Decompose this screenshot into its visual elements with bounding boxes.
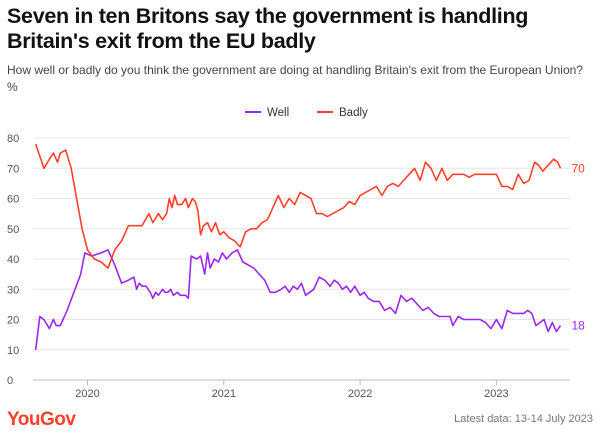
y-tick-label-70: 70 <box>7 163 19 175</box>
y-tick-label-30: 30 <box>7 284 19 296</box>
series-line-well <box>34 249 562 350</box>
x-tick-label-2020: 2020 <box>75 388 99 400</box>
yougov-logo: YouGov <box>7 409 76 430</box>
x-tick-label-2022: 2022 <box>348 388 372 400</box>
y-tick-label-0: 0 <box>7 375 13 387</box>
legend-label-badly: Badly <box>339 107 368 119</box>
y-tick-label-10: 10 <box>7 345 19 357</box>
y-tick-label-20: 20 <box>7 315 19 327</box>
y-tick-label-50: 50 <box>7 224 19 236</box>
y-tick-label-40: 40 <box>7 254 19 266</box>
x-tick-label-2023: 2023 <box>484 388 508 400</box>
end-label-badly: 70 <box>571 161 585 175</box>
end-label-well: 18 <box>571 319 585 333</box>
chart-title: Seven in ten Britons say the government … <box>7 4 529 53</box>
latest-data-note: Latest data: 13-14 July 2023 <box>454 413 593 425</box>
x-tick-label-2021: 2021 <box>212 388 236 400</box>
chart-subtitle: How well or badly do you think the gover… <box>7 63 583 94</box>
y-tick-label-80: 80 <box>7 133 19 145</box>
legend-label-well: Well <box>267 107 289 119</box>
y-tick-label-60: 60 <box>7 194 19 206</box>
series-line-badly <box>34 143 562 269</box>
